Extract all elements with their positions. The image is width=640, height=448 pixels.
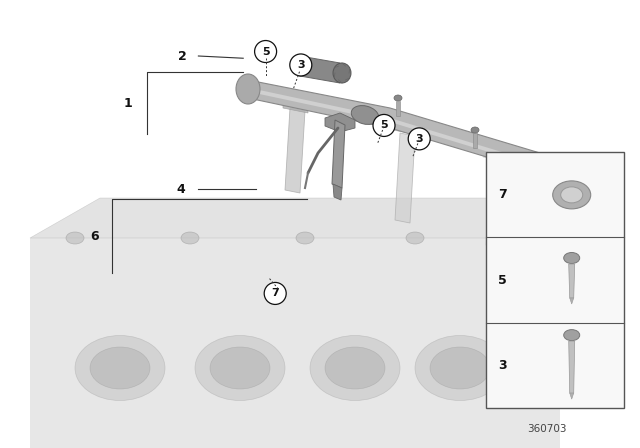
Text: 1: 1 [124, 96, 132, 110]
Polygon shape [250, 88, 538, 167]
Circle shape [264, 282, 286, 305]
Ellipse shape [296, 232, 314, 244]
Polygon shape [483, 143, 507, 162]
Ellipse shape [561, 187, 582, 203]
Ellipse shape [90, 347, 150, 389]
Text: 6: 6 [90, 229, 99, 243]
Ellipse shape [195, 336, 285, 401]
Ellipse shape [539, 167, 557, 189]
Ellipse shape [471, 127, 479, 133]
Ellipse shape [501, 232, 519, 244]
Ellipse shape [394, 95, 402, 101]
Ellipse shape [325, 347, 385, 389]
Ellipse shape [310, 336, 400, 401]
Polygon shape [396, 101, 400, 116]
Polygon shape [473, 133, 477, 148]
Text: 5: 5 [380, 121, 388, 130]
Ellipse shape [293, 56, 307, 76]
Text: 360703: 360703 [527, 424, 567, 434]
Polygon shape [30, 238, 560, 448]
Polygon shape [570, 298, 573, 304]
Text: 3: 3 [297, 60, 305, 70]
Ellipse shape [236, 74, 260, 104]
Ellipse shape [181, 232, 199, 244]
Ellipse shape [564, 330, 580, 340]
Polygon shape [569, 264, 575, 298]
Text: 3: 3 [499, 358, 507, 372]
Text: 7: 7 [271, 289, 279, 298]
Text: 4: 4 [176, 182, 185, 196]
Ellipse shape [430, 347, 490, 389]
Polygon shape [300, 56, 340, 83]
Ellipse shape [210, 347, 270, 389]
Polygon shape [285, 108, 305, 193]
Circle shape [408, 128, 430, 150]
Ellipse shape [66, 232, 84, 244]
Polygon shape [283, 93, 308, 113]
Ellipse shape [351, 106, 379, 125]
Ellipse shape [406, 232, 424, 244]
Ellipse shape [553, 181, 591, 209]
Circle shape [290, 54, 312, 76]
Polygon shape [393, 115, 418, 135]
Polygon shape [325, 113, 355, 132]
Ellipse shape [333, 63, 351, 83]
Polygon shape [395, 133, 415, 223]
Bar [486, 152, 624, 408]
Polygon shape [570, 393, 573, 399]
Polygon shape [525, 160, 548, 188]
Polygon shape [569, 341, 575, 393]
Polygon shape [248, 80, 540, 173]
Polygon shape [332, 120, 345, 188]
Circle shape [373, 114, 395, 137]
Text: 7: 7 [499, 188, 507, 202]
Circle shape [255, 40, 276, 63]
Polygon shape [30, 198, 560, 238]
Ellipse shape [564, 253, 580, 263]
Polygon shape [333, 184, 342, 200]
Text: 5: 5 [262, 47, 269, 56]
Text: 3: 3 [415, 134, 423, 144]
Text: 2: 2 [178, 49, 187, 63]
Text: 5: 5 [499, 273, 507, 287]
Ellipse shape [415, 336, 505, 401]
Ellipse shape [75, 336, 165, 401]
Polygon shape [486, 160, 504, 248]
